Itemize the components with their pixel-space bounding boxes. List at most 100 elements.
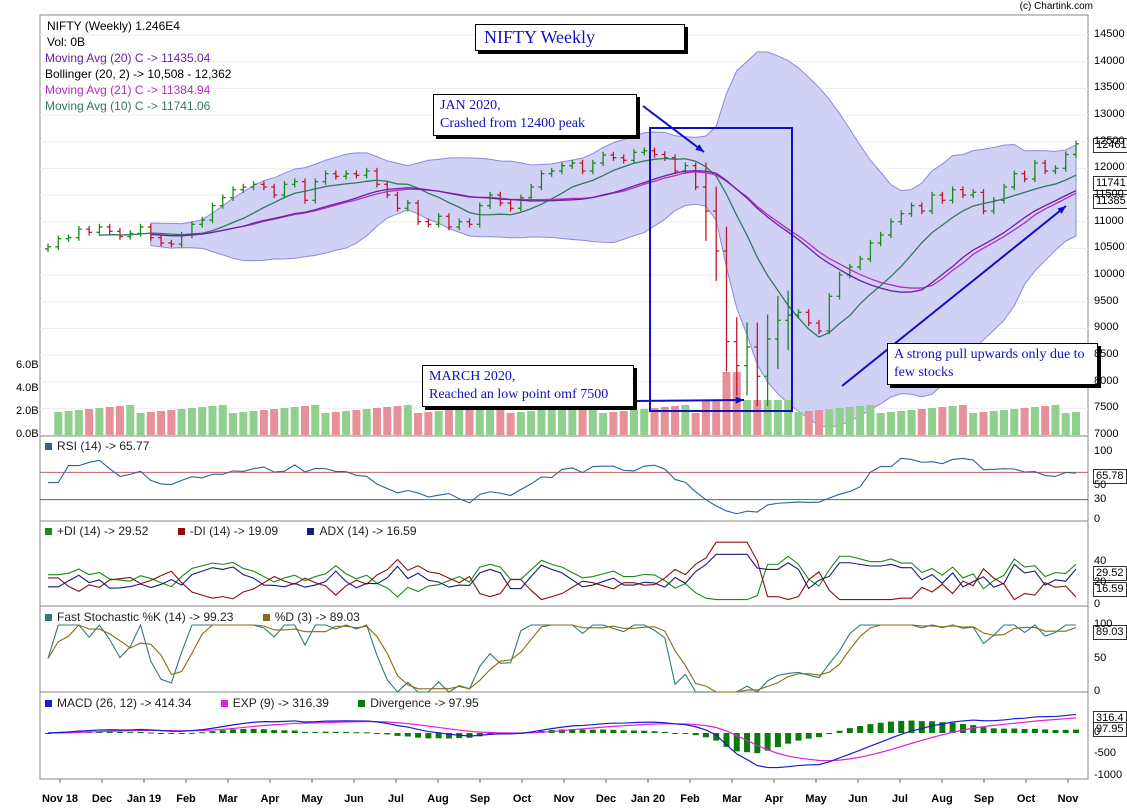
- price-bar: [1062, 151, 1069, 172]
- price-bar: [96, 223, 103, 236]
- pdi-line: [48, 555, 1077, 601]
- price-bar: [209, 202, 216, 224]
- macd-divergence-bar: [373, 733, 380, 734]
- price-bar: [65, 234, 72, 242]
- macd-divergence-bar: [1042, 729, 1049, 733]
- volume-bar: [773, 400, 782, 435]
- stoch-flag: 89.03: [1093, 625, 1127, 640]
- x-axis-label: Nov 18: [41, 793, 79, 805]
- volume-bar: [907, 410, 916, 435]
- x-axis-label: Mar: [218, 793, 238, 805]
- price-bar: [600, 151, 607, 167]
- price-bar: [713, 186, 720, 281]
- macd-divergence-bar: [404, 733, 411, 737]
- price-bar: [281, 181, 288, 199]
- price-bar: [404, 199, 411, 212]
- price-bar: [908, 202, 915, 217]
- legend-ma21: Moving Avg (21) C -> 11384.94: [45, 83, 211, 97]
- volume-bar: [403, 405, 412, 435]
- price-bar: [394, 191, 401, 212]
- volume-bar: [568, 407, 577, 435]
- price-bar: [692, 162, 699, 191]
- legend-ma10: Moving Avg (10) C -> 11741.06: [45, 99, 211, 113]
- x-axis-label: Feb: [680, 793, 700, 805]
- price-bar: [959, 186, 966, 199]
- volume-bar: [660, 407, 669, 435]
- price-bar: [487, 191, 494, 209]
- macd-tick-label: -500: [1094, 747, 1117, 760]
- volume-bar: [856, 406, 865, 435]
- macd-divergence-bar: [836, 730, 843, 733]
- price-bar: [260, 181, 267, 191]
- volume-bar: [362, 409, 371, 435]
- volume-bar: [496, 405, 505, 435]
- annotation-pull-upwards: A strong pull upwards only due to few st…: [887, 343, 1098, 385]
- price-bar: [1052, 165, 1059, 175]
- macd-divergence-bar: [1021, 729, 1028, 733]
- price-bar: [250, 181, 257, 191]
- x-axis-label: Aug: [931, 793, 953, 805]
- annotation-jan-line1: JAN 2020,: [440, 98, 501, 113]
- macd-divergence-bar: [990, 728, 997, 733]
- mdi-line: [48, 541, 1077, 601]
- rsi-tick-label: 30: [1094, 492, 1107, 505]
- volume-bar: [825, 409, 834, 435]
- macd-divergence-bar: [867, 724, 874, 733]
- volume-bar: [588, 405, 597, 435]
- price-flag-last: 12461: [1093, 138, 1127, 153]
- x-axis-label: Apr: [260, 793, 280, 805]
- volume-bar: [290, 407, 299, 435]
- macd-divergence-bar: [240, 728, 247, 733]
- price-bar: [877, 231, 884, 247]
- x-axis-label: Nov: [1057, 793, 1079, 805]
- macd-flag-div: 97.95: [1093, 722, 1127, 737]
- price-bar: [353, 170, 360, 179]
- arrow-jan: [642, 105, 705, 153]
- volume-bar: [208, 406, 217, 435]
- price-bar: [435, 213, 442, 228]
- price-bar: [1031, 159, 1038, 183]
- macd-divergence-bar: [1062, 729, 1069, 733]
- price-bar: [1011, 170, 1018, 191]
- stoch-tick-label: 100: [1094, 618, 1113, 630]
- macd-divergence-bar: [291, 730, 298, 733]
- crash-highlight-box: [649, 127, 793, 412]
- macd-divergence-bar: [970, 725, 977, 733]
- price-bar: [1001, 183, 1008, 204]
- macd-divergence-bar: [877, 722, 884, 733]
- price-tick-label: 13000: [1094, 108, 1125, 120]
- price-bar: [332, 170, 339, 180]
- macd-divergence-bar: [260, 729, 267, 733]
- dmi-tick-label: 20: [1094, 576, 1107, 589]
- price-tick-label: 11000: [1094, 214, 1124, 227]
- price-tick-label: 14500: [1094, 28, 1125, 40]
- rsi-flag: 65.78: [1093, 469, 1127, 484]
- stoch-d-line: [47, 624, 1077, 693]
- price-bar: [805, 309, 812, 327]
- macd-divergence-bar: [1031, 728, 1038, 733]
- macd-divergence-bar: [219, 730, 226, 733]
- price-bar: [610, 151, 617, 161]
- macd-divergence-bar: [600, 729, 607, 733]
- legend-bollinger: Bollinger (20, 2) -> 10,508 - 12,362: [45, 67, 232, 81]
- price-bar: [312, 178, 319, 204]
- annotation-march-line2: Reached an low point omf 7500: [429, 387, 609, 402]
- volume-bar: [527, 411, 536, 435]
- price-bar: [733, 317, 740, 396]
- volume-bar: [979, 412, 988, 435]
- x-axis-label: Oct: [1016, 793, 1036, 805]
- price-bar: [548, 167, 555, 177]
- price-bar: [661, 151, 668, 161]
- volume-bar: [270, 409, 279, 435]
- arrow-march-head: [735, 396, 744, 404]
- macd-divergence-bar: [435, 733, 442, 739]
- price-bar: [785, 290, 792, 351]
- macd-divergence-bar: [589, 729, 596, 733]
- rsi-label: RSI (14) -> 65.77: [57, 439, 150, 453]
- divergence-label: Divergence -> 97.95: [370, 696, 479, 710]
- volume-bar: [167, 410, 176, 435]
- macd-tick-label: 0: [1094, 726, 1101, 738]
- macd-line: [47, 713, 1077, 769]
- volume-bar: [1051, 405, 1060, 435]
- x-axis-label: Dec: [91, 793, 113, 805]
